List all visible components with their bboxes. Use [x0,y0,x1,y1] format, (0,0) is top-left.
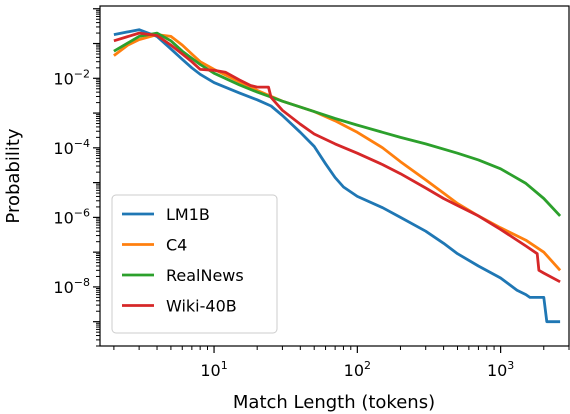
series-layer [113,28,562,324]
legend-label: RealNews [166,266,244,285]
y-ticks: 10−2 10−4 10−6 10−8 [53,8,100,347]
y-tick-label: 10−6 [53,206,90,227]
x-tick-label: 102 [344,359,371,380]
y-axis-label: Probability [3,128,24,223]
legend-label: C4 [166,236,187,255]
legend-box [111,194,278,334]
legend-label: LM1B [166,205,210,224]
y-tick-label: 10−2 [53,67,90,88]
x-tick-label: 103 [487,359,514,380]
plot-frame [99,5,570,347]
series-line-0 [113,28,561,324]
legend: LM1B C4 RealNews Wiki-40B [111,194,278,334]
y-tick-label: 10−8 [53,276,90,297]
x-axis-label: Match Length (tokens) [233,392,435,413]
series-line-2 [113,31,562,217]
y-tick-label: 10−4 [53,137,90,158]
series-line-3 [113,31,561,284]
legend-label: Wiki-40B [166,297,237,316]
x-ticks: 101 102 103 [113,346,570,380]
x-tick-label: 101 [200,359,227,380]
